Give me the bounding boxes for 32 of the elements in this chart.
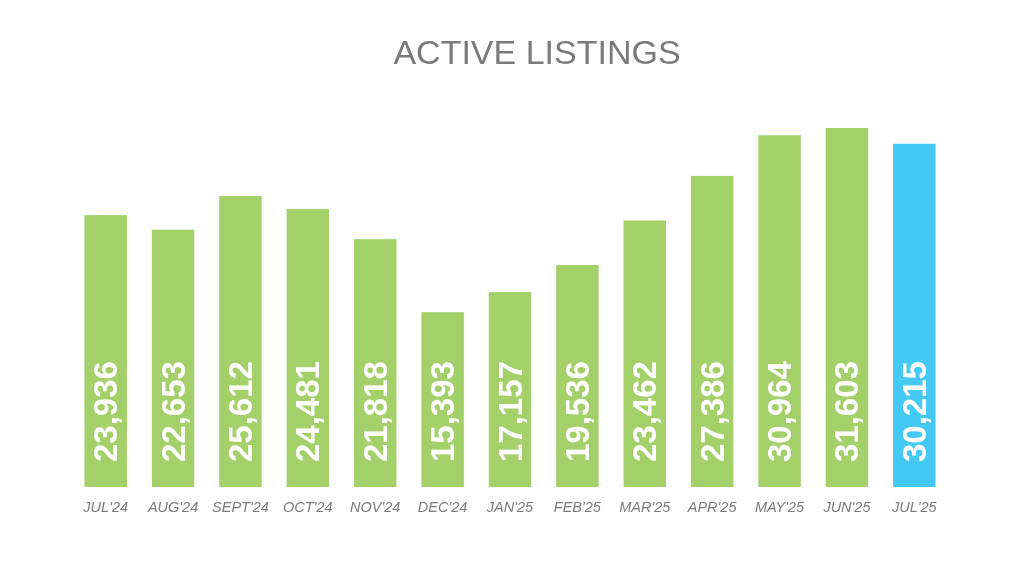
x-tick-label: OCT'24	[283, 499, 333, 515]
data-label: 19,536	[558, 361, 596, 462]
x-tick-label: MAR'25	[619, 499, 672, 515]
data-label: 27,386	[693, 361, 731, 462]
data-label: 23,462	[626, 361, 664, 462]
chart-title: ACTIVE LISTINGS	[393, 33, 681, 71]
bar	[893, 143, 936, 487]
data-label: 25,612	[221, 361, 259, 462]
data-label: 17,157	[491, 361, 529, 462]
data-label: 30,215	[895, 361, 933, 462]
x-tick-label: JUN'25	[822, 499, 872, 515]
x-tick-label: JUL'25	[890, 499, 938, 515]
x-tick-label: NOV'24	[350, 499, 401, 515]
x-tick-label: MAY'25	[754, 499, 806, 515]
x-tick-label: JAN'25	[485, 499, 535, 515]
data-label: 24,481	[289, 361, 327, 462]
x-tick-label: DEC'24	[417, 499, 468, 515]
bar	[758, 135, 801, 487]
data-label: 30,964	[761, 360, 799, 462]
data-label: 15,393	[424, 361, 462, 462]
bar	[219, 196, 262, 487]
data-label: 21,818	[356, 361, 394, 462]
x-tick-label: AUG'24	[146, 499, 199, 515]
x-tick-label: JUL'24	[82, 499, 129, 515]
bar	[84, 215, 127, 487]
data-label: 22,653	[154, 361, 192, 462]
data-label: 31,603	[828, 361, 866, 462]
x-tick-label: FEB'25	[553, 499, 602, 515]
data-label: 23,936	[87, 361, 125, 462]
bar	[825, 128, 869, 487]
x-tick-label: SEPT'24	[212, 499, 269, 515]
x-tick-label: APR'25	[686, 499, 738, 515]
